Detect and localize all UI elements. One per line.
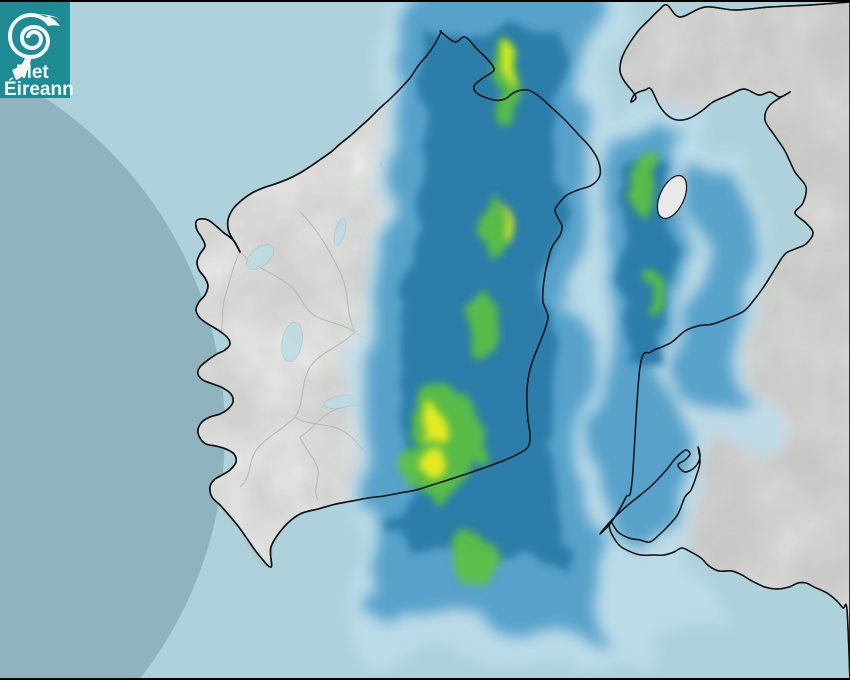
svg-text:Éireann: Éireann	[4, 78, 74, 100]
